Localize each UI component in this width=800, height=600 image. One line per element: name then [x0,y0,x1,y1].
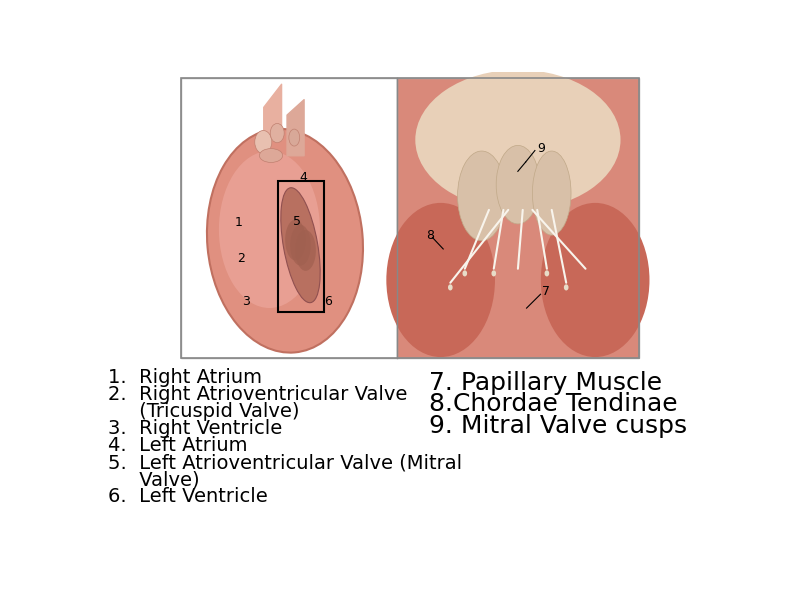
Ellipse shape [458,151,506,241]
Text: 1.  Right Atrium: 1. Right Atrium [108,368,262,388]
Ellipse shape [285,220,306,260]
Text: 5: 5 [293,215,301,229]
Text: 5.  Left Atrioventricular Valve (Mitral: 5. Left Atrioventricular Valve (Mitral [108,453,462,472]
Ellipse shape [259,149,282,163]
Ellipse shape [289,129,300,146]
Text: 9. Mitral Valve cusps: 9. Mitral Valve cusps [430,414,687,438]
Ellipse shape [281,188,320,302]
Ellipse shape [290,225,310,266]
Text: 4: 4 [300,172,307,184]
Ellipse shape [295,230,316,271]
Text: 3.  Right Ventricle: 3. Right Ventricle [108,419,282,438]
Ellipse shape [386,203,495,357]
Text: 6.  Left Ventricle: 6. Left Ventricle [108,487,267,506]
Bar [182,78,397,358]
Text: 7: 7 [542,284,550,298]
Text: 7. Papillary Muscle: 7. Papillary Muscle [430,371,662,395]
Text: 2: 2 [238,252,246,265]
Ellipse shape [207,129,363,353]
Text: 6: 6 [324,295,332,308]
Ellipse shape [545,270,550,277]
Ellipse shape [564,284,569,290]
Text: 4.  Left Atrium: 4. Left Atrium [108,436,247,455]
Bar [182,78,638,358]
Text: 1: 1 [234,216,242,229]
Text: 9: 9 [538,142,545,155]
Text: 2.  Right Atrioventricular Valve: 2. Right Atrioventricular Valve [108,385,407,404]
Ellipse shape [254,131,272,154]
Ellipse shape [496,145,540,224]
Ellipse shape [491,270,496,277]
Ellipse shape [415,70,621,210]
Bar [397,78,638,358]
Ellipse shape [270,124,284,143]
Ellipse shape [219,151,320,308]
Ellipse shape [462,270,467,277]
Text: (Tricuspid Valve): (Tricuspid Valve) [108,403,299,421]
Text: Valve): Valve) [108,470,199,489]
Text: 3: 3 [242,295,250,308]
Ellipse shape [532,151,571,235]
Text: 8: 8 [426,229,434,242]
Ellipse shape [448,284,453,290]
Bar [278,181,325,311]
Text: 8.Chordae Tendinae: 8.Chordae Tendinae [430,392,678,416]
Ellipse shape [541,203,650,357]
